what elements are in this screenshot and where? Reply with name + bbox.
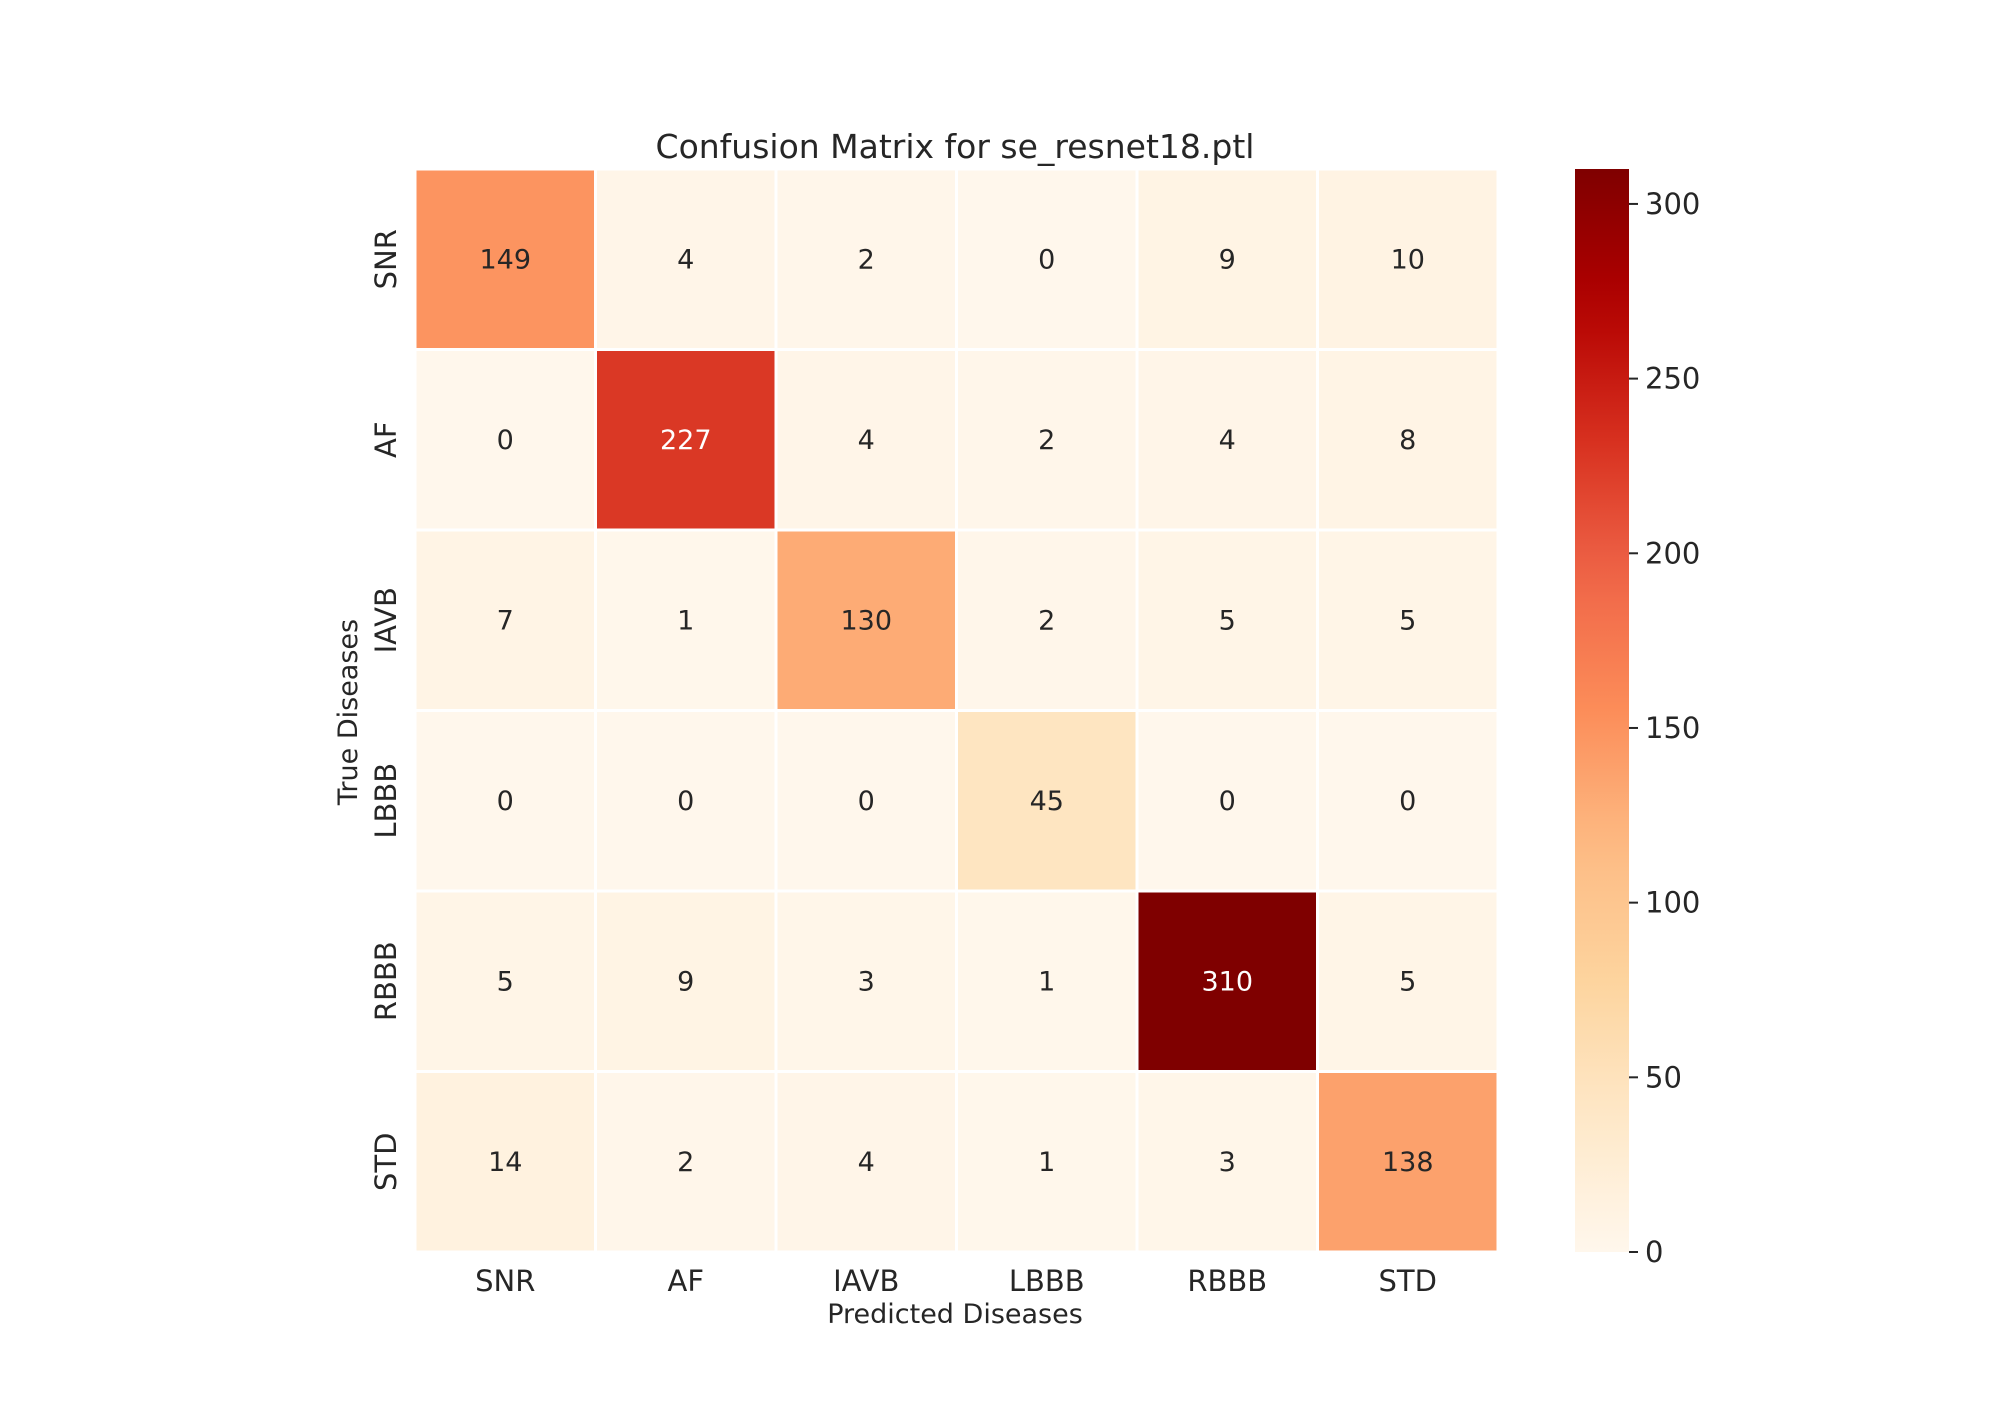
colorbar-tick-label: 50 [1645,1060,1682,1094]
cell-value-label: 0 [1399,786,1416,817]
y-tick-label: IAVB [369,587,403,653]
heatmap-cell [594,709,778,893]
cell-value-label: 0 [497,786,514,817]
heatmap-cell [413,167,597,351]
cell-value-label: 0 [677,786,694,817]
x-tick-label: LBBB [1009,1264,1085,1298]
y-tick-label: SNR [369,229,403,289]
cell-value-label: 4 [1219,425,1236,456]
x-tick-label: STD [1379,1264,1437,1298]
heatmap-cell [955,1070,1139,1254]
cell-value-label: 0 [858,786,875,817]
cell-value-label: 7 [497,605,514,636]
colorbar-ticks: 0 50 100 150 200 250 300 [1629,187,1700,1269]
y-tick-label: STD [369,1133,403,1191]
y-tick-label: LBBB [369,763,403,839]
heatmap-cell [594,528,778,712]
colorbar-tick-label: 0 [1645,1235,1663,1269]
cell-value-label: 1 [677,605,694,636]
y-axis-tick-labels: SNR AF IAVB LBBB RBBB STD [369,229,403,1191]
heatmap-cell-labels: 149 4 2 0 9 10 0 227 4 2 4 8 7 1 130 2 5 5 0 0 0 45 0 0 5 9 3 1 310 5… [479,244,1433,1178]
cell-value-label: 3 [1219,1147,1236,1178]
cell-value-label: 9 [1219,244,1236,275]
cell-value-label: 5 [1399,605,1416,636]
colorbar-tick-label: 250 [1645,362,1700,396]
x-axis-label: Predicted Diseases [827,1299,1083,1330]
heatmap-cell [955,348,1139,532]
heatmap-cell [1135,1070,1319,1254]
cell-value-label: 0 [497,425,514,456]
heatmap-cell [955,709,1139,893]
x-tick-label: SNR [475,1264,535,1298]
cell-value-label: 0 [1038,244,1055,275]
colorbar [1575,169,1629,1252]
heatmap-cell [955,889,1139,1073]
cell-value-label: 45 [1030,786,1064,817]
heatmap-cell [1316,709,1500,893]
heatmap-cell [1316,348,1500,532]
cell-value-label: 1 [1038,966,1055,997]
cell-value-label: 310 [1201,966,1253,997]
cell-value-label: 138 [1382,1147,1434,1178]
cell-value-label: 1 [1038,1147,1055,1178]
x-axis-tick-labels: SNR AF IAVB LBBB RBBB STD [475,1264,1437,1298]
cell-value-label: 2 [858,244,875,275]
cell-value-label: 130 [840,605,892,636]
x-tick-label: IAVB [833,1264,899,1298]
cell-value-label: 9 [677,966,694,997]
heatmap-cell [774,167,958,351]
cell-value-label: 2 [1038,605,1055,636]
heatmap-cell [774,889,958,1073]
cell-value-label: 5 [1399,966,1416,997]
heatmap-cell [1316,1070,1500,1254]
heatmap-cell [594,348,778,532]
colorbar-tick-label: 100 [1645,886,1700,920]
heatmap-cell [413,889,597,1073]
cell-value-label: 2 [677,1147,694,1178]
colorbar-tick-label: 200 [1645,536,1700,570]
cell-value-label: 10 [1391,244,1425,275]
heatmap-cell [413,1070,597,1254]
cell-value-label: 4 [858,1147,875,1178]
heatmap-cell [413,709,597,893]
cell-value-label: 227 [660,425,712,456]
y-tick-label: RBBB [369,941,403,1021]
cell-value-label: 14 [488,1147,522,1178]
heatmap-cells [413,167,1500,1254]
cell-value-label: 3 [858,966,875,997]
cell-value-label: 4 [677,244,694,275]
heatmap-cell [1135,889,1319,1073]
cell-value-label: 4 [858,425,875,456]
heatmap-cell [774,709,958,893]
heatmap-cell [1316,167,1500,351]
y-axis-label: True Diseases [333,619,364,806]
heatmap-cell [1135,528,1319,712]
heatmap-cell [955,528,1139,712]
chart-title: Confusion Matrix for se_resnet18.ptl [656,127,1255,166]
colorbar-tick-label: 150 [1645,711,1700,745]
cell-value-label: 2 [1038,425,1055,456]
y-tick-label: AF [369,421,403,458]
cell-value-label: 149 [479,244,531,275]
cell-value-label: 5 [1219,605,1236,636]
cell-value-label: 0 [1219,786,1236,817]
x-tick-label: AF [667,1264,704,1298]
colorbar-tick-label: 300 [1645,187,1700,221]
cell-value-label: 8 [1399,425,1416,456]
heatmap-cell [594,167,778,351]
heatmap-cell [1316,889,1500,1073]
heatmap-cell [1135,709,1319,893]
x-tick-label: RBBB [1187,1264,1267,1298]
heatmap-cell [1316,528,1500,712]
cell-value-label: 5 [497,966,514,997]
